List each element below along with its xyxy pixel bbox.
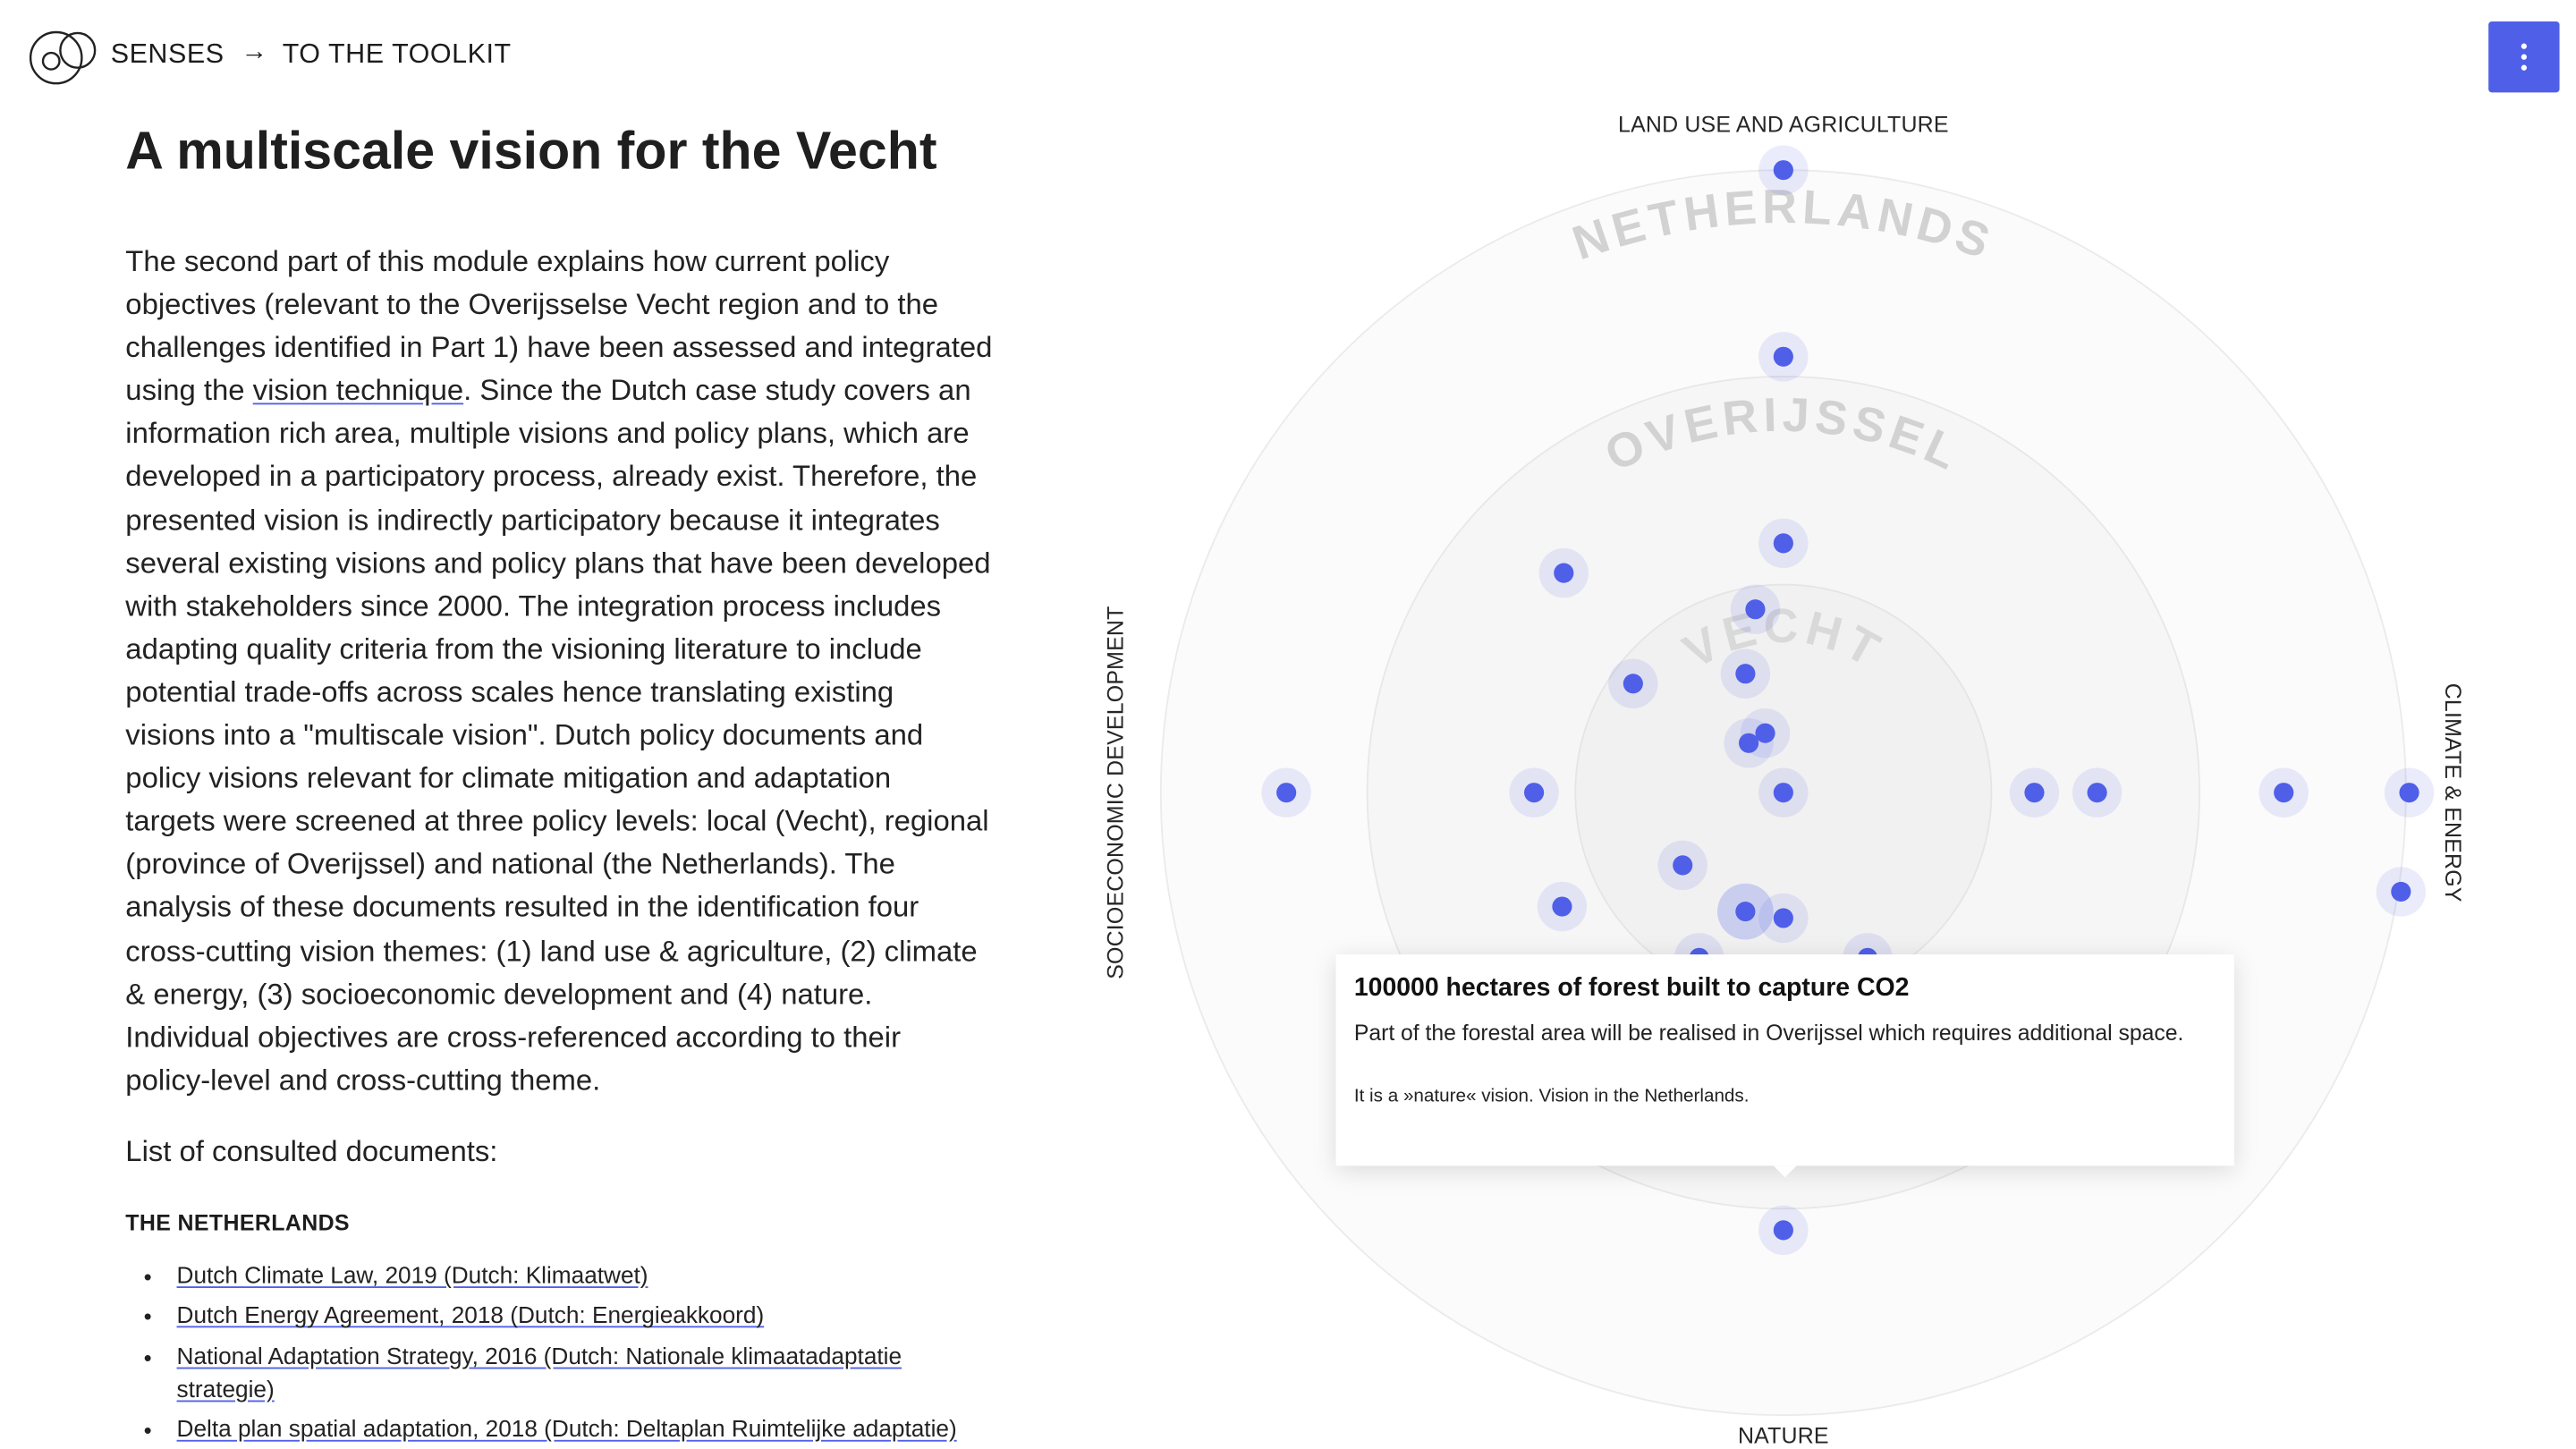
document-link[interactable]: Dutch Climate Law, 2019 (Dutch: Klimaatw… — [176, 1263, 648, 1291]
vision-dot[interactable] — [1755, 723, 1775, 743]
axis-label-nature: NATURE — [1737, 1423, 1829, 1449]
vision-dots — [1276, 160, 2419, 1241]
intro-line: objectives (relevant to the Overijsselse… — [125, 287, 939, 321]
intro-line: targets were screened at three policy le… — [125, 804, 989, 838]
intro-text: using the — [125, 373, 253, 407]
home-logo-link[interactable] — [27, 28, 99, 87]
axis-label-land-use: LAND USE AND AGRICULTURE — [1618, 112, 1949, 138]
document-link[interactable]: Dutch Energy Agreement, 2018 (Dutch: Ene… — [176, 1303, 765, 1331]
intro-line: information rich area, multiple visions … — [125, 416, 970, 450]
axis-label-socioeconomic: SOCIOECONOMIC DEVELOPMENT — [1103, 606, 1128, 979]
brand-link[interactable]: SENSES — [110, 39, 225, 70]
vision-dot[interactable] — [1745, 599, 1766, 620]
vision-dot[interactable] — [1773, 533, 1793, 554]
vision-tooltip: 100000 hectares of forest built to captu… — [1335, 954, 2234, 1166]
intro-line: & energy, (3) socioeconomic development … — [125, 977, 873, 1011]
section-heading-netherlands: THE NETHERLANDS — [125, 1210, 350, 1235]
multiscale-vision-diagram: NETHERLANDS OVERIJSSEL VECHT — [1159, 145, 2435, 1417]
list-item: Dutch Energy Agreement, 2018 (Dutch: Ene… — [144, 1302, 991, 1335]
vision-dot[interactable] — [1673, 855, 1693, 876]
vision-dot[interactable] — [1739, 733, 1759, 753]
vision-dot[interactable] — [2399, 783, 2419, 803]
list-item: Delta plan spatial adaptation, 2018 (Dut… — [144, 1415, 991, 1448]
vision-dot[interactable] — [1552, 896, 1572, 917]
axis-label-climate-energy: CLIMATE & ENERGY — [2440, 682, 2466, 902]
intro-line: visions into a "multiscale vision". Dutc… — [125, 718, 924, 752]
intro-line: developed in a participatory process, al… — [125, 460, 978, 494]
to-the-toolkit-link[interactable]: TO THE TOOLKIT — [282, 39, 512, 70]
vision-dot[interactable] — [2274, 783, 2294, 803]
vision-dot[interactable] — [1773, 160, 1793, 181]
intro-line: challenges identified in Part 1) have be… — [125, 330, 993, 364]
vision-dot[interactable] — [2024, 783, 2045, 803]
list-item: National Adaptation Strategy, 2016 (Dutc… — [144, 1343, 991, 1408]
documents-list-heading: List of consulted documents: — [125, 1134, 498, 1168]
more-vertical-icon — [2521, 43, 2527, 71]
tooltip-description: Part of the forestal area will be realis… — [1353, 1020, 2184, 1045]
intro-line: Individual objectives are cross-referenc… — [125, 1020, 902, 1054]
intro-line: analysis of these documents resulted in … — [125, 890, 919, 924]
documents-list: Dutch Climate Law, 2019 (Dutch: Klimaatw… — [125, 1262, 990, 1448]
intro-line: using the vision technique. Since the Du… — [125, 369, 992, 411]
vision-dot[interactable] — [1524, 783, 1545, 803]
vision-dot[interactable] — [1773, 1220, 1793, 1241]
intro-line: adapting quality criteria from the visio… — [125, 631, 922, 665]
intro-line: presented vision is indirectly participa… — [125, 503, 940, 537]
vision-dot[interactable] — [1773, 346, 1793, 367]
vision-dot[interactable] — [1773, 783, 1793, 803]
menu-button[interactable] — [2488, 21, 2560, 93]
document-link[interactable]: National Adaptation Strategy, 2016 (Dutc… — [176, 1343, 902, 1403]
senses-logo-icon — [29, 30, 97, 85]
intro-line: policy visions relevant for climate miti… — [125, 761, 892, 795]
arrow-right-icon: → — [241, 38, 268, 66]
intro-paragraph: The second part of this module explains … — [125, 240, 992, 1101]
list-item: Dutch Climate Law, 2019 (Dutch: Klimaatw… — [144, 1262, 991, 1295]
intro-line: (province of Overijssel) and national (t… — [125, 847, 895, 881]
vision-dot-active[interactable] — [1735, 902, 1756, 922]
vision-dot[interactable] — [1735, 664, 1756, 684]
intro-line: policy-level and cross-cutting theme. — [125, 1063, 601, 1097]
intro-line: with stakeholders since 2000. The integr… — [125, 589, 942, 623]
vision-dot[interactable] — [2087, 783, 2107, 803]
document-link[interactable]: Delta plan spatial adaptation, 2018 (Dut… — [176, 1417, 957, 1444]
vision-technique-link[interactable]: vision technique — [252, 373, 464, 407]
intro-line: The second part of this module explains … — [125, 244, 890, 278]
page-title: A multiscale vision for the Vecht — [125, 120, 937, 181]
vision-dot[interactable] — [1623, 674, 1643, 694]
intro-line: several existing visions and policy plan… — [125, 546, 991, 580]
tooltip-title: 100000 hectares of forest built to captu… — [1353, 974, 1910, 1003]
intro-line: potential trade-offs across scales hence… — [125, 674, 894, 708]
intro-text: . Since the Dutch case study covers an — [463, 373, 971, 407]
vision-dot[interactable] — [1773, 908, 1793, 928]
vision-dot[interactable] — [1276, 783, 1297, 803]
intro-line: cross-cutting vision themes: (1) land us… — [125, 934, 978, 967]
vision-dot[interactable] — [2391, 881, 2411, 902]
vision-dot[interactable] — [1554, 563, 1574, 583]
tooltip-meta: It is a »nature« vision. Vision in the N… — [1353, 1086, 1750, 1106]
